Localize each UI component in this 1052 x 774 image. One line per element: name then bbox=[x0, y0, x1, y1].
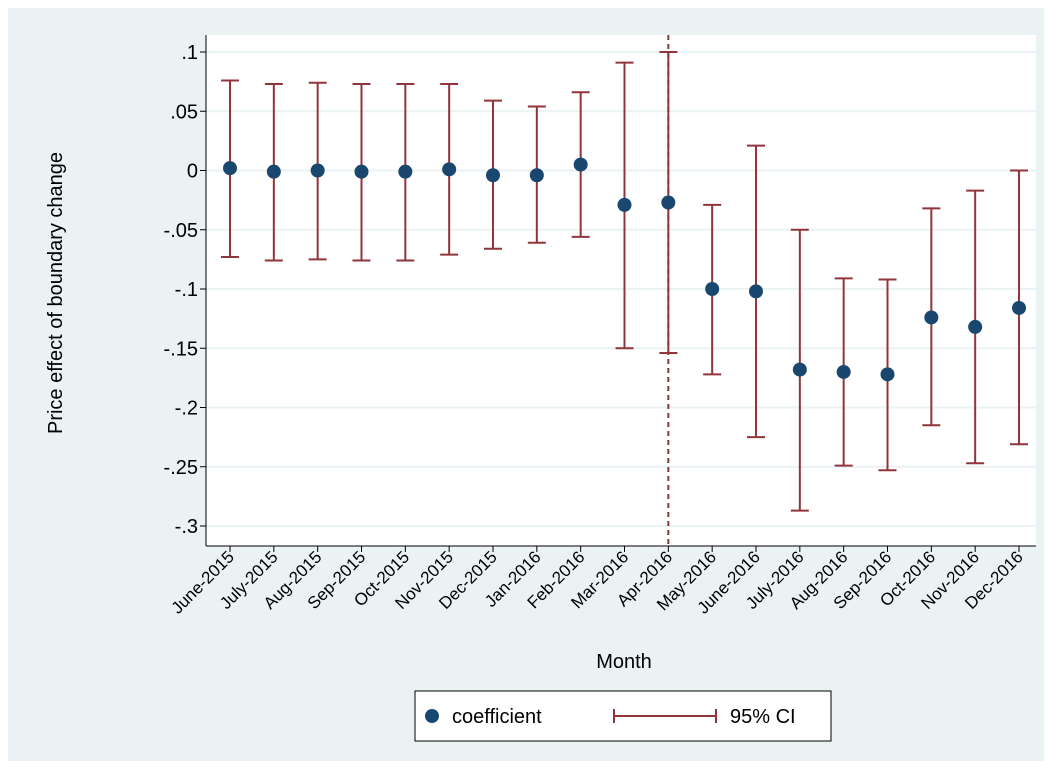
coefficient-point bbox=[310, 163, 325, 178]
legend-marker-ci bbox=[613, 709, 717, 723]
legend-label-ci: 95% CI bbox=[730, 706, 796, 728]
gridlines bbox=[206, 51, 1036, 527]
y-tick-label: .1 bbox=[181, 42, 198, 64]
coefficient-point bbox=[573, 157, 588, 172]
x-axis-title: Month bbox=[596, 651, 652, 673]
coefficient-point bbox=[486, 168, 500, 183]
coefficient-point bbox=[792, 362, 807, 377]
y-tick-label: -.15 bbox=[164, 338, 198, 360]
coefficient-point bbox=[924, 310, 939, 325]
coefficient-point bbox=[836, 364, 851, 379]
coefficient-point bbox=[1012, 300, 1026, 315]
y-tick-label: -.25 bbox=[164, 457, 198, 479]
legend-label-coefficient: coefficient bbox=[452, 706, 542, 728]
coefficient-point bbox=[398, 164, 413, 179]
y-tick-label: .05 bbox=[170, 101, 198, 123]
coefficient-point bbox=[266, 164, 281, 179]
coefficient-point bbox=[661, 195, 676, 210]
coefficient-point bbox=[705, 282, 720, 296]
y-tick-label: -.3 bbox=[175, 516, 198, 538]
y-axis-title: Price effect of boundary change bbox=[45, 152, 67, 434]
legend-marker-coefficient bbox=[425, 709, 439, 723]
y-tick-label: -.05 bbox=[164, 220, 198, 242]
y-tick-label: -.2 bbox=[175, 398, 198, 420]
coefficient-point bbox=[223, 161, 237, 176]
legend: coefficient 95% CI bbox=[414, 690, 832, 742]
coefficient-point bbox=[617, 197, 632, 212]
coefficient-point bbox=[442, 162, 457, 177]
y-tick-label: -.1 bbox=[175, 279, 198, 301]
coefficient-point bbox=[968, 319, 983, 334]
coefficient-point bbox=[749, 284, 763, 299]
y-tick-label: 0 bbox=[187, 161, 198, 183]
y-axis: .1 .05 0 -.05 -.1 -.15 -.2 -.25 -.3 bbox=[164, 35, 207, 546]
coefficient-points bbox=[223, 157, 1026, 382]
coefficient-point bbox=[529, 168, 544, 183]
coefficient-point bbox=[880, 367, 895, 382]
plot-area bbox=[206, 35, 1036, 546]
coefficient-point bbox=[354, 164, 369, 179]
